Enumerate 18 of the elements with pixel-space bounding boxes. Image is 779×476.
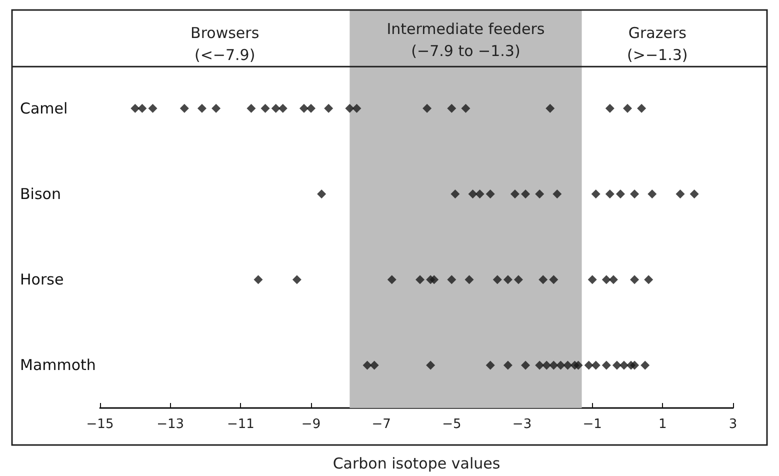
y-tick-label: Mammoth <box>20 356 96 374</box>
x-axis-title: Carbon isotope values <box>332 454 500 472</box>
x-tick-label: 1 <box>658 417 667 432</box>
y-tick-label: Bison <box>20 185 61 204</box>
x-tick-label: 3 <box>728 417 738 432</box>
band-label: Intermediate feeders (−7.9 to −1.3) <box>386 20 545 60</box>
x-tick-label: −9 <box>301 417 321 432</box>
annotation: Grazers (>−1.3) <box>627 24 688 64</box>
x-tick-label: −1 <box>582 417 602 432</box>
x-tick-label: −3 <box>512 417 532 432</box>
annotation: Browsers (<−7.9) <box>190 24 260 64</box>
x-tick-label: −7 <box>372 417 391 432</box>
y-tick-label: Horse <box>20 270 64 289</box>
x-tick-label: −5 <box>442 417 462 432</box>
x-tick-label: −15 <box>86 417 114 432</box>
y-tick-label: Camel <box>20 99 68 118</box>
x-tick-label: −13 <box>156 417 184 432</box>
x-tick-label: −11 <box>226 417 254 432</box>
